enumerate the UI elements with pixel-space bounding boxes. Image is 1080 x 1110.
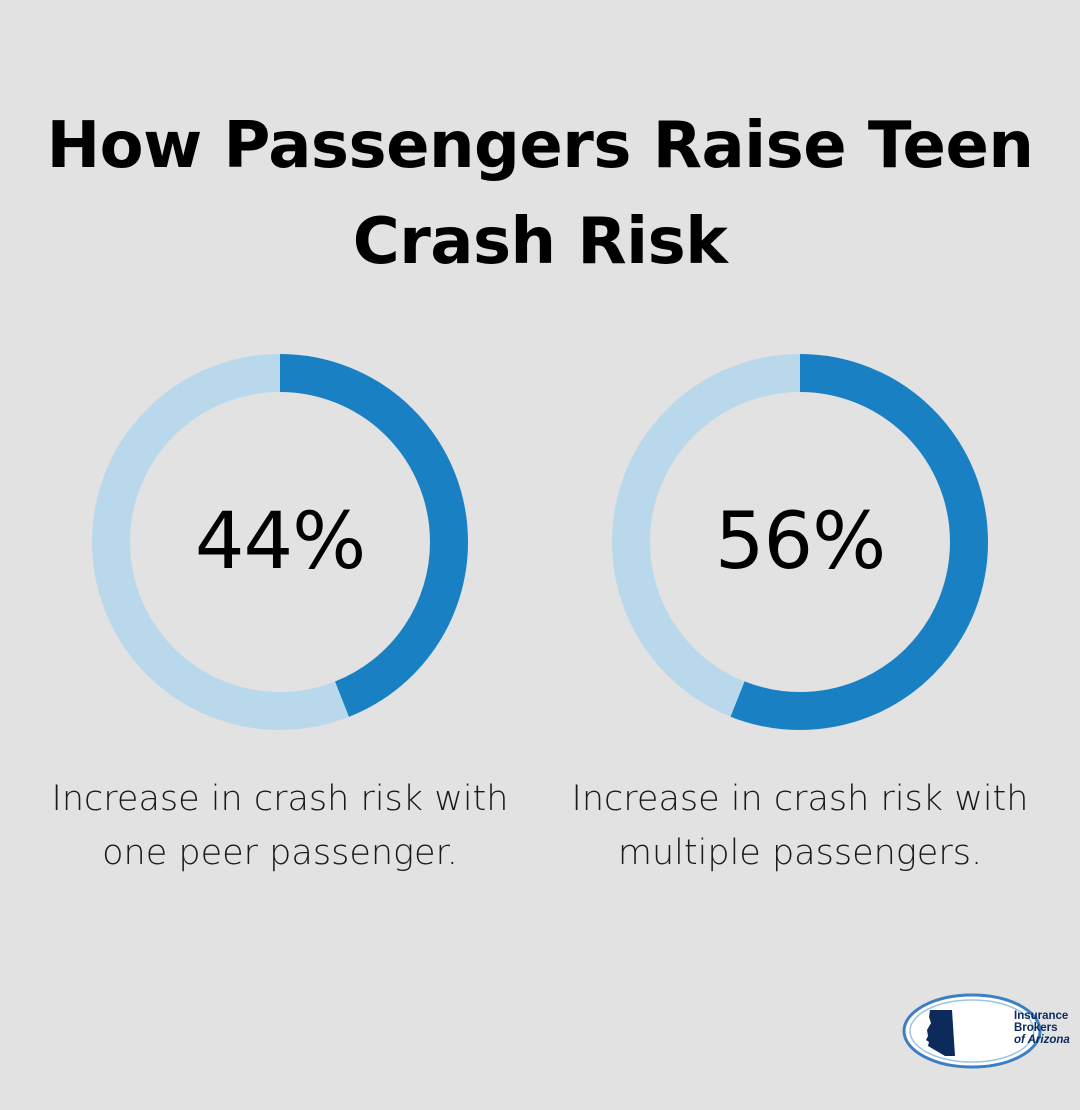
logo-line-2: Brokers — [1014, 1022, 1058, 1034]
donut-arc-56 — [612, 354, 988, 730]
company-logo — [902, 993, 1042, 1069]
donut-ring-svg — [612, 354, 988, 730]
donut-chart-one-passenger: 44% Increase in crash risk with one peer… — [20, 352, 540, 912]
page-title: How Passengers Raise Teen Crash Risk — [46, 109, 1034, 279]
logo-line-1: Insurance — [1014, 1010, 1069, 1022]
logo-wordmark: Insurance Brokers of Arizona — [1014, 1010, 1070, 1046]
logo-line-3: of Arizona — [1014, 1034, 1070, 1046]
donut-arc-44 — [92, 354, 468, 730]
donut-value-label: 56% — [714, 497, 886, 587]
arizona-state-icon — [926, 1010, 955, 1056]
donut-ring-svg — [92, 354, 468, 730]
donut-caption: Increase in crash risk with multiple pas… — [571, 779, 1029, 873]
donut-chart-multiple-passengers: 56% Increase in crash risk with multiple… — [540, 352, 1060, 912]
donut-caption: Increase in crash risk with one peer pas… — [51, 779, 509, 873]
donut-value-label: 44% — [194, 497, 366, 587]
